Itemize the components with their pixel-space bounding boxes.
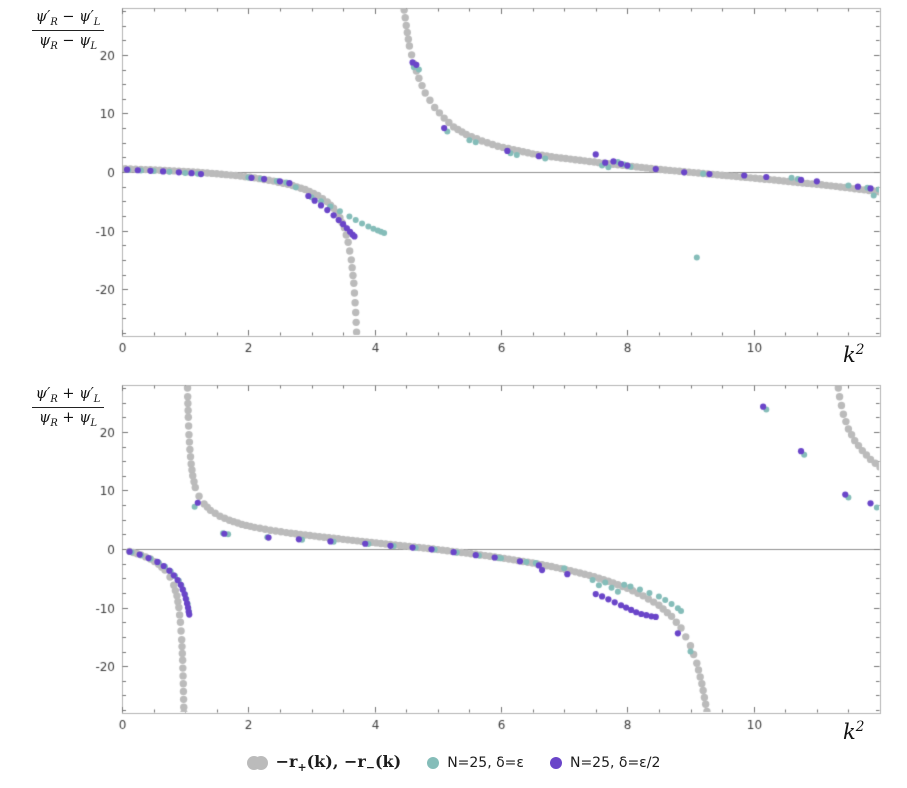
y-axis-label-numerator: ψ′R + ψ′L — [31, 385, 105, 409]
legend-dot-icon — [427, 757, 440, 769]
x-axis-label-top-plot: k2 — [843, 342, 865, 367]
legend-item-n25-delta-eps-half: N=25, δ=ε/2 — [549, 755, 661, 771]
x-axis-label-bottom-plot: k2 — [843, 719, 865, 744]
legend-label-n25-delta-eps: N=25, δ=ε — [447, 755, 524, 771]
legend-item-exact-curves: −r+(k), −r−(k) — [246, 751, 402, 775]
y-axis-label-denominator: ψR + ψL — [38, 410, 98, 430]
legend-dot-icon — [253, 756, 268, 770]
legend-dot-icon — [549, 757, 562, 769]
legend-label-exact-curves: −r+(k), −r−(k) — [275, 751, 402, 775]
legend-marker-n25-delta-eps-icon — [427, 757, 440, 769]
y-axis-label-numerator: ψ′R − ψ′L — [31, 8, 105, 32]
y-axis-label-denominator: ψR − ψL — [38, 33, 98, 53]
y-axis-label-bottom-plot: ψ′R + ψ′L ψR + ψL — [16, 385, 120, 430]
legend-marker-exact-curves-icon — [246, 756, 268, 770]
y-axis-label-top-plot: ψ′R − ψ′L ψR − ψL — [16, 8, 120, 53]
legend-item-n25-delta-eps: N=25, δ=ε — [427, 755, 524, 771]
legend-label-n25-delta-eps-half: N=25, δ=ε/2 — [569, 755, 661, 771]
legend-marker-n25-delta-eps-half-icon — [549, 757, 562, 769]
legend: −r+(k), −r−(k) N=25, δ=ε N=25, δ=ε/2 — [0, 746, 907, 780]
